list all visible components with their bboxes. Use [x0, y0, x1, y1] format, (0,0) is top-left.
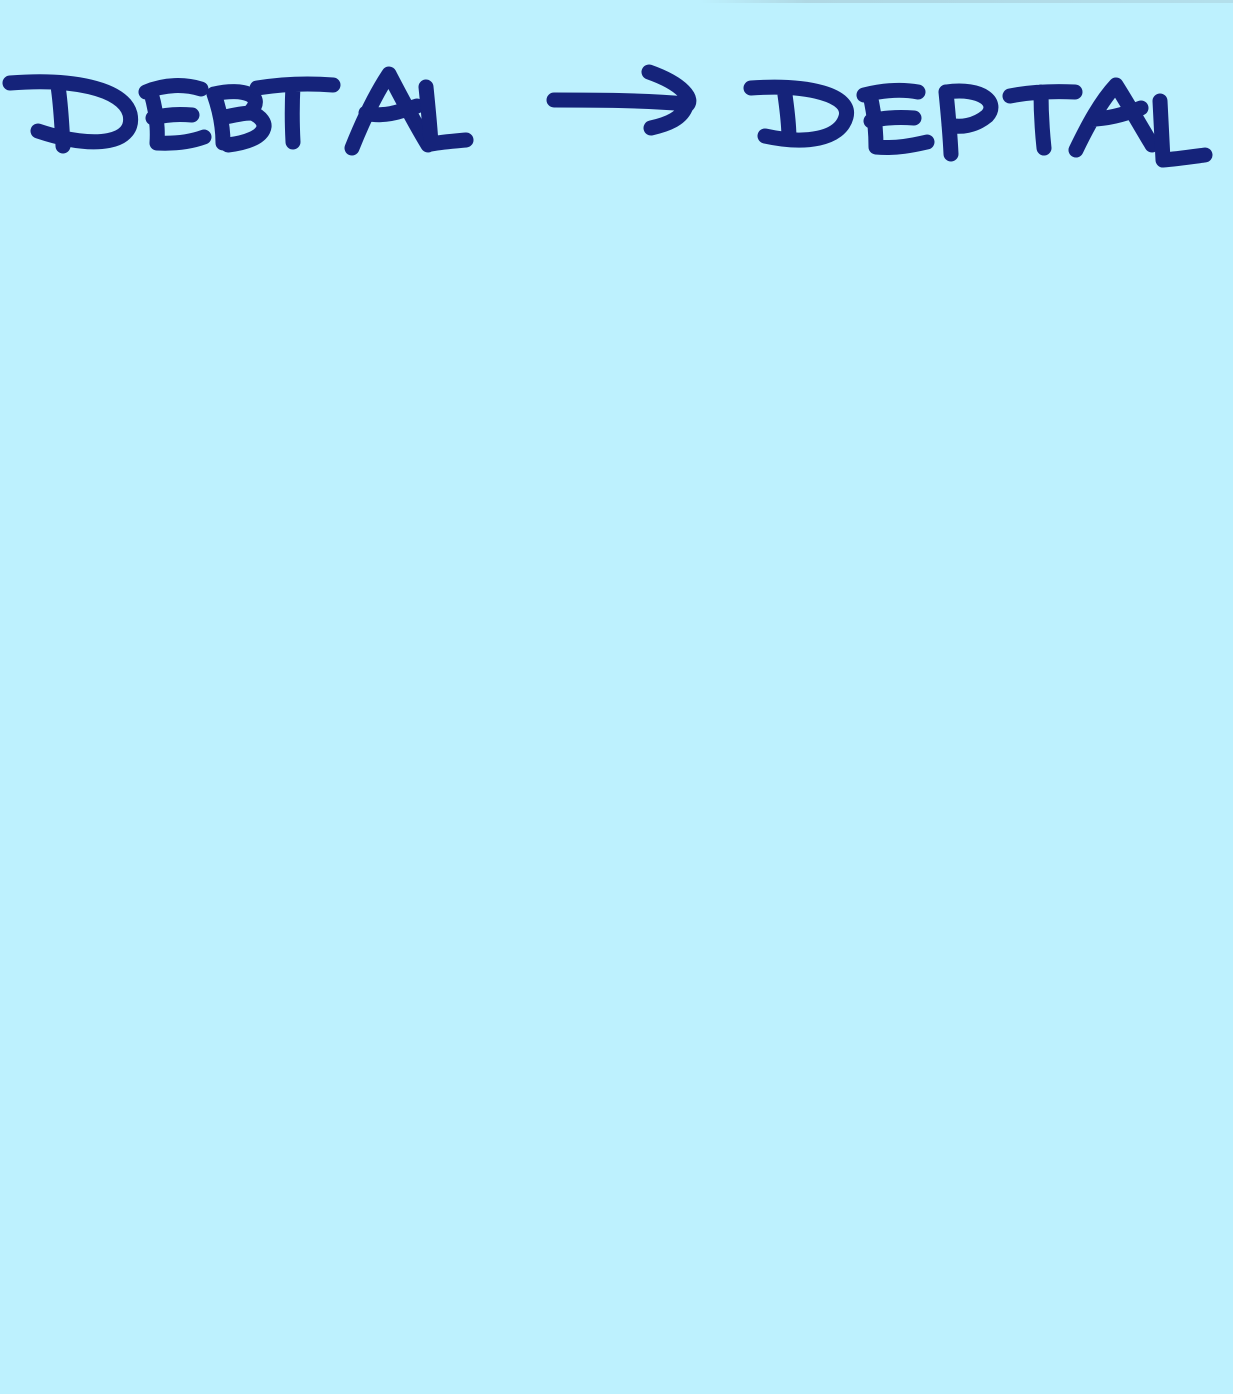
word-deptal: [743, 77, 1213, 168]
letter-t: [249, 76, 341, 150]
letter-t-2: [1002, 84, 1083, 156]
letter-e-1: [138, 78, 212, 151]
letter-e-2: [856, 82, 935, 155]
letter-p: [938, 83, 999, 162]
letter-d-1: [2, 74, 139, 154]
word-debtal: [2, 66, 474, 156]
from-word-text: DEBTAL: [0, 0, 1, 1]
letter-b: [206, 84, 272, 153]
arrow-right-icon: [546, 64, 697, 136]
letter-a-2: [1068, 77, 1160, 158]
letter-d-2: [743, 79, 854, 148]
to-word-text: DEPTAL: [0, 0, 1, 1]
letter-l-1: [418, 79, 474, 152]
letter-l-2: [1152, 93, 1213, 168]
paper-top-edge: [700, 0, 1233, 3]
handwritten-line: [2, 64, 1213, 168]
letter-a-1: [344, 66, 436, 156]
